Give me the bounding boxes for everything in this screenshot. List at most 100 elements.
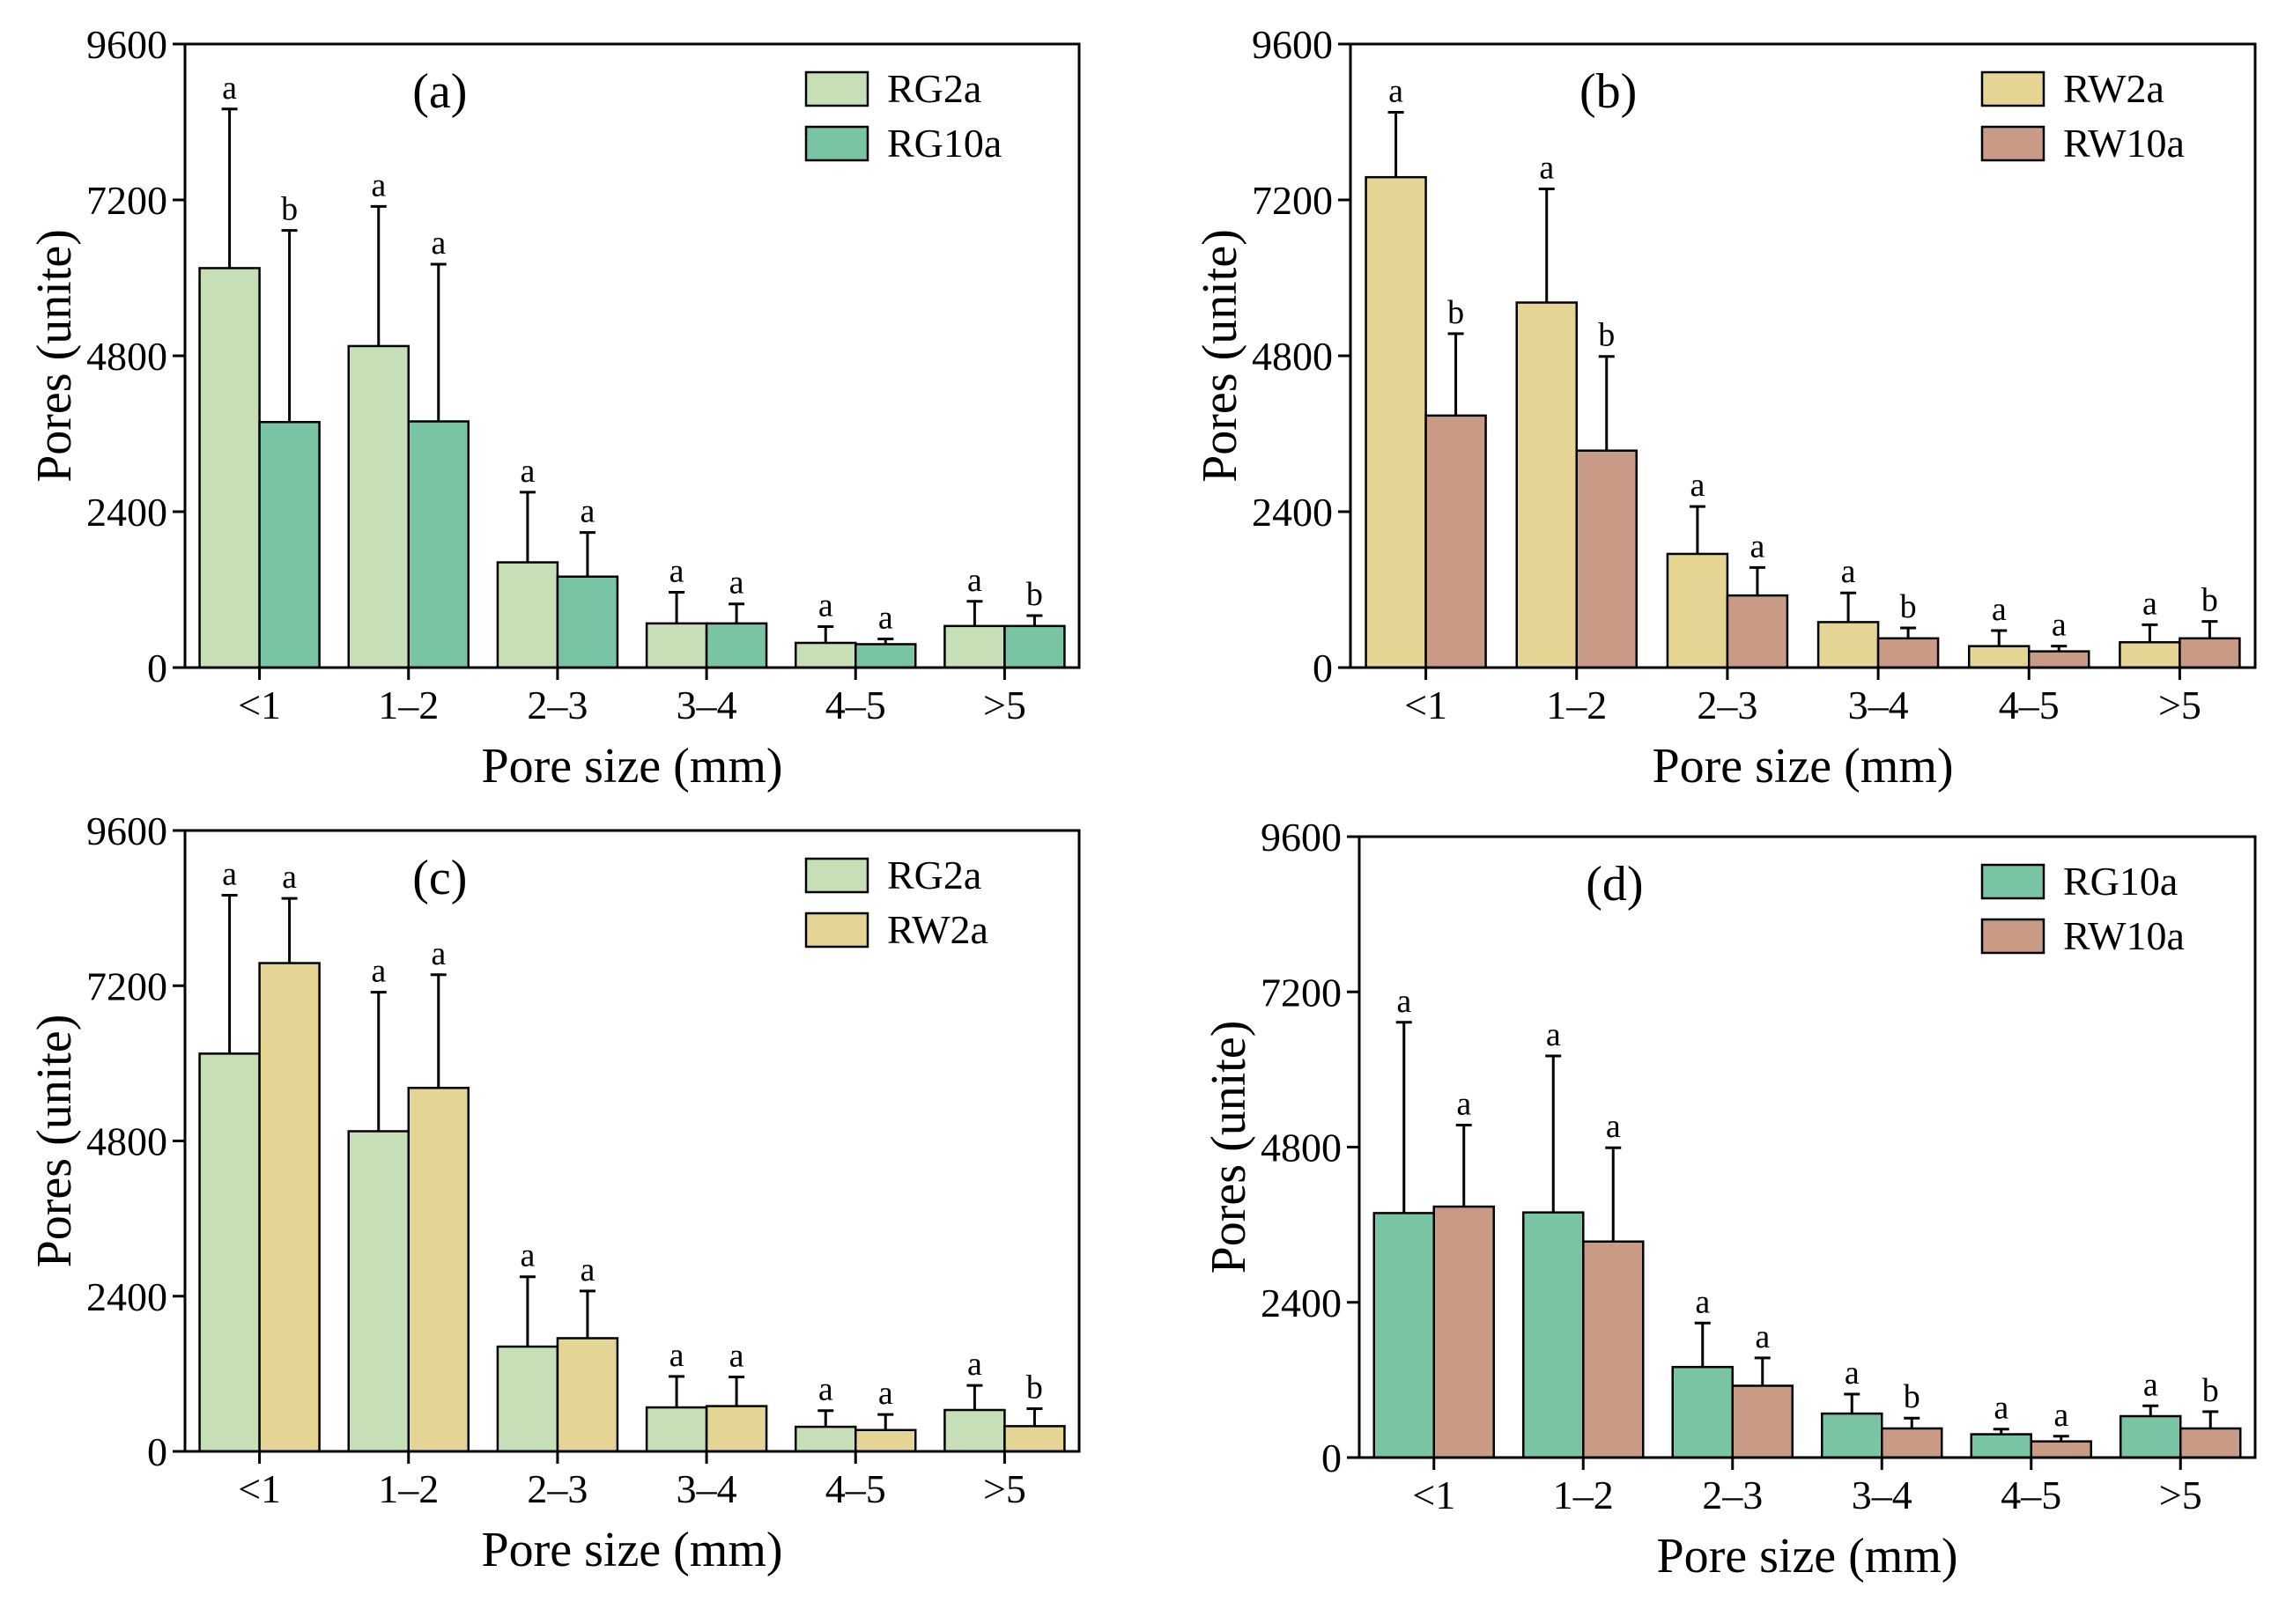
- bar-RW10a-1: [1432, 1205, 1495, 1459]
- y-tick-label: 4800: [1252, 334, 1333, 379]
- y-tick-label: 9600: [1252, 22, 1333, 67]
- panel-label: (b): [1579, 64, 1637, 119]
- x-tick-label: 4–5: [825, 1466, 886, 1511]
- bar-RG10a-5: [854, 643, 917, 669]
- significance-letter: a: [1695, 1283, 1710, 1320]
- bar-RW2a-4: [1816, 621, 1880, 669]
- x-axis-label: Pore size (mm): [1652, 739, 1953, 794]
- legend-label-RG2a: RG2a: [887, 853, 981, 897]
- y-tick-label: 2400: [86, 1274, 167, 1319]
- legend-swatch-RG10a: [1980, 863, 2045, 900]
- x-tick-label: 1–2: [378, 683, 439, 727]
- significance-letter: a: [1755, 1318, 1770, 1355]
- bar-RW2a-2: [1515, 301, 1578, 669]
- y-axis-label: Pores (unite): [1202, 1021, 1256, 1274]
- y-tick-label: 9600: [86, 808, 167, 853]
- bar-RW10a-4: [1881, 1427, 1943, 1459]
- bar-RG10a-2: [1522, 1211, 1585, 1459]
- x-axis-label: Pore size (mm): [481, 739, 782, 794]
- significance-letter: b: [1900, 588, 1917, 625]
- x-tick-label: >5: [2159, 1473, 2202, 1517]
- significance-letter: a: [729, 565, 744, 602]
- bar-RW2a-6: [2119, 640, 2181, 669]
- legend-label-RW2a: RW2a: [2063, 66, 2164, 111]
- bar-RW10a-3: [1726, 594, 1789, 669]
- bar-RW2a-1: [1365, 175, 1427, 669]
- legend-label-RG10a: RG10a: [887, 121, 1002, 166]
- legend-swatch-RW10a: [1980, 918, 2045, 955]
- x-tick-label: 1–2: [378, 1466, 439, 1511]
- significance-letter: a: [1845, 1355, 1860, 1391]
- panel-label: (c): [412, 851, 467, 905]
- bar-RG10a-1: [1372, 1212, 1435, 1459]
- bar-RG10a-3: [556, 575, 619, 669]
- significance-letter: a: [1456, 1086, 1471, 1123]
- significance-letter: a: [2142, 585, 2157, 622]
- bar-RW2a-2: [407, 1087, 470, 1453]
- x-tick-label: 4–5: [1999, 683, 2060, 727]
- chart-panel-2: a a a a a a b b a b a b 0 2400 4800 7200 9600 <1 1–2 2–3 3–4…: [1193, 22, 2257, 794]
- y-tick-label: 0: [147, 1429, 167, 1474]
- bar-RG10a-6: [1003, 624, 1066, 669]
- bar-RW10a-5: [2030, 1440, 2092, 1459]
- significance-letter: b: [1026, 576, 1043, 613]
- legend-swatch-RW2a: [804, 912, 869, 949]
- significance-letter: a: [222, 855, 237, 892]
- y-tick-label: 7200: [86, 963, 167, 1008]
- bar-RG10a-3: [1671, 1365, 1734, 1459]
- y-axis-label: Pores (unite): [27, 1015, 82, 1268]
- bar-RW2a-6: [1003, 1425, 1066, 1453]
- significance-letter: b: [2202, 1372, 2219, 1409]
- bar-RG10a-4: [1821, 1412, 1883, 1459]
- y-tick-label: 4800: [86, 334, 167, 379]
- significance-letter: a: [371, 166, 386, 203]
- significance-letter: a: [1388, 72, 1403, 109]
- x-tick-label: 3–4: [677, 683, 737, 727]
- chart-panel-3: a a a a a a a a a a a b 0 2400 4800 7200 9600 <1 1–2 2–3 3–4…: [27, 808, 1081, 1577]
- x-tick-label: >5: [983, 1466, 1026, 1511]
- bar-RG2a-3: [496, 561, 559, 669]
- y-tick-label: 9600: [1261, 815, 1342, 860]
- x-tick-label: 3–4: [1852, 1473, 1912, 1517]
- bar-RG2a-4: [645, 622, 708, 669]
- legend-label-RG10a: RG10a: [2063, 859, 2178, 904]
- bar-RG10a-4: [705, 622, 768, 669]
- significance-letter: a: [1606, 1108, 1621, 1145]
- significance-letter: a: [1749, 528, 1764, 565]
- significance-letter: a: [520, 1237, 535, 1274]
- bar-RW2a-5: [1968, 645, 2031, 669]
- bar-RG2a-2: [347, 1130, 410, 1453]
- y-tick-label: 2400: [86, 490, 167, 535]
- significance-letter: a: [1841, 553, 1856, 590]
- bar-RG2a-5: [795, 641, 857, 669]
- x-axis-label: Pore size (mm): [481, 1523, 782, 1577]
- bar-RW10a-5: [2028, 650, 2090, 669]
- bar-RW2a-1: [258, 962, 321, 1453]
- bar-RG10a-6: [2119, 1414, 2182, 1459]
- y-tick-label: 9600: [86, 22, 167, 67]
- bar-RW10a-6: [2179, 637, 2241, 669]
- bar-RG10a-1: [258, 420, 321, 669]
- significance-letter: a: [818, 587, 833, 624]
- legend-swatch-RG2a: [804, 857, 869, 894]
- legend-swatch-RW2a: [1980, 70, 2045, 107]
- x-tick-label: 2–3: [527, 683, 588, 727]
- significance-letter: a: [1994, 1390, 2008, 1427]
- panel-label: (a): [412, 64, 467, 119]
- x-tick-label: <1: [238, 1466, 281, 1511]
- significance-letter: b: [1447, 294, 1464, 331]
- bar-RG2a-2: [347, 344, 410, 669]
- chart-panel-1: a a a a a a b a a a a b 0 2400 4800 7200 9600 <1 1–2 2–3 3–4…: [27, 22, 1081, 794]
- y-tick-label: 2400: [1252, 490, 1333, 535]
- legend-label-RW10a: RW10a: [2063, 121, 2185, 166]
- bar-RG2a-6: [943, 1408, 1006, 1453]
- bar-RG2a-6: [943, 624, 1006, 669]
- bar-RW2a-3: [1666, 552, 1729, 669]
- significance-letter: a: [1992, 591, 2007, 628]
- y-axis-label: Pores (unite): [27, 229, 82, 483]
- chart-panel-4: a a a a a a a a a b a b 0 2400 4800 7200 9600 <1 1–2 2–3 3–4…: [1202, 815, 2257, 1583]
- significance-letter: a: [818, 1371, 833, 1408]
- x-tick-label: 1–2: [1553, 1473, 1614, 1517]
- x-tick-label: 2–3: [527, 1466, 588, 1511]
- significance-letter: a: [1546, 1016, 1561, 1053]
